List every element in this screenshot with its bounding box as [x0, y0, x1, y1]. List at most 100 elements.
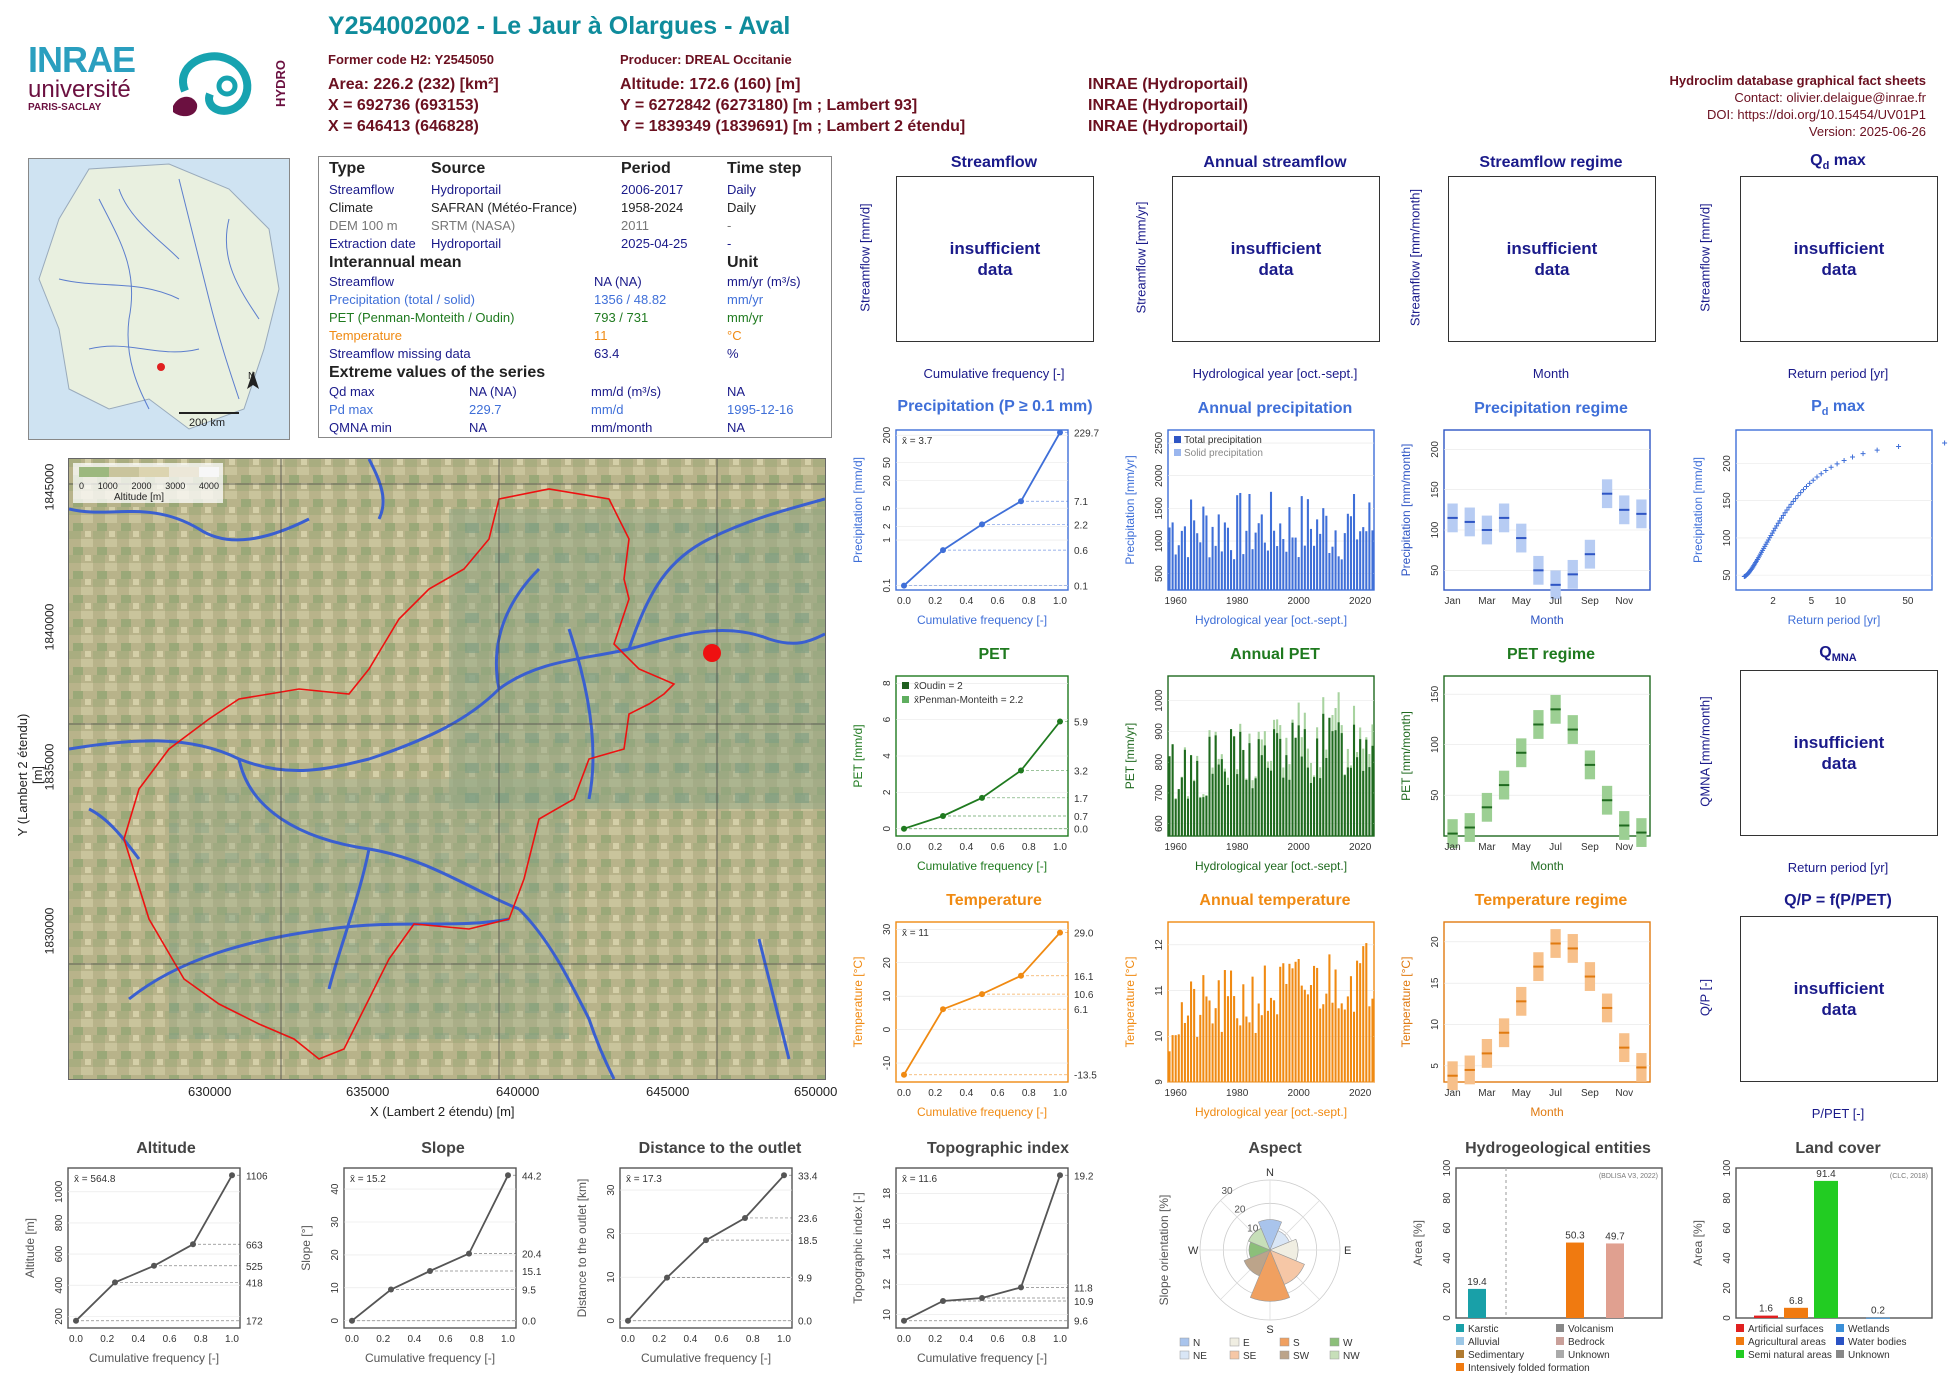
plot-qmna: insufficient data — [1740, 670, 1938, 836]
quantile-point — [625, 1317, 631, 1324]
annual-bar — [1220, 551, 1223, 590]
y-tick-label: 0.1 — [882, 578, 893, 592]
y-tick-label: 0 — [1442, 1315, 1453, 1321]
x-axis-label: Cumulative frequency [-] — [365, 1351, 495, 1365]
x-tick-label: 1.0 — [225, 1334, 239, 1345]
col-source: Source — [431, 160, 486, 177]
y-tick-label: 1000 — [1154, 529, 1165, 552]
annual-bar — [1263, 542, 1266, 590]
landcover-bar — [1814, 1180, 1838, 1318]
x-axis-label: Hydrological year [oct.-sept.] — [1195, 859, 1347, 873]
annual-bar — [1294, 737, 1297, 836]
annual-bar — [1248, 1022, 1251, 1082]
quantile-point — [901, 1317, 907, 1324]
annual-bar — [1300, 985, 1303, 1082]
pd-max-point — [1786, 504, 1792, 510]
mean-row-streamflow: Streamflow NA (NA) mm/yr (m³/s) — [329, 274, 801, 289]
x-tick-label: 0.4 — [959, 842, 973, 853]
france-map-icon — [38, 163, 280, 430]
doi[interactable]: DOI: https://doi.org/10.15454/UV01P1 — [1707, 107, 1926, 122]
quantile-point — [664, 1274, 670, 1281]
annual-bar — [1303, 729, 1306, 836]
x-tick-label: 0.2 — [100, 1334, 114, 1345]
y-tick-label: 2 — [882, 789, 893, 795]
annual-bar — [1229, 729, 1233, 836]
quantile-value-label: 418 — [246, 1278, 263, 1289]
quantile-value-label: 9.5 — [522, 1285, 536, 1296]
annual-bar — [1174, 554, 1177, 590]
legend-swatch-nw — [1329, 1350, 1340, 1360]
y-tick-label: 200 — [1430, 441, 1441, 458]
annual-bar — [1362, 946, 1365, 1082]
y-tick-label: 100 — [1442, 1159, 1453, 1176]
y-tick-label: 20 — [1442, 1282, 1453, 1294]
contact[interactable]: Contact: olivier.delaigue@inrae.fr — [1734, 90, 1926, 105]
quantile-value-label: 9.9 — [798, 1274, 812, 1285]
panel-title-pd-max: Pd max — [1811, 398, 1865, 419]
former-code: Former code H2: Y2545050 — [328, 52, 494, 67]
x-tick-label: 1.0 — [501, 1334, 515, 1345]
x-tick-label: Nov — [1615, 1088, 1633, 1099]
y-tick-label: 40 — [330, 1183, 341, 1195]
x-tick-label: 2000 — [1288, 1088, 1311, 1099]
annual-bar — [1193, 781, 1196, 836]
annual-bar — [1352, 494, 1356, 590]
legend-swatch-n — [1179, 1337, 1190, 1347]
y-tick-label: 400 — [54, 1276, 65, 1293]
annual-bar — [1309, 528, 1313, 590]
annual-bar — [1328, 717, 1331, 836]
panel-title-streamflow-regime: Streamflow regime — [1479, 154, 1623, 171]
interannual-title: Interannual mean — [329, 254, 462, 271]
y-axis-label: PET [mm/month] — [1399, 711, 1413, 801]
compass-w: W — [1188, 1245, 1199, 1257]
x-tick-label: 0.0 — [897, 596, 911, 607]
area: Area: 226.2 (232) [km²] — [328, 76, 499, 93]
chart-annual-precip: Precipitation [mm/yr] Hydrological year [… — [1123, 429, 1375, 627]
quantile-value-label: 11.8 — [1074, 1283, 1093, 1294]
annual-bar — [1337, 1008, 1340, 1082]
y-tick-label: 30 — [606, 1184, 617, 1196]
ylabel-qp: Q/P [-] — [1697, 978, 1713, 1017]
pd-max-point — [1803, 484, 1809, 490]
annual-bar — [1356, 960, 1359, 1082]
annual-bar — [1282, 963, 1285, 1082]
annual-bar — [1263, 965, 1266, 1082]
y-tick-label: 60 — [1442, 1222, 1453, 1234]
annual-bar — [1343, 1009, 1346, 1082]
mean-label: x̄ = 15.2 — [350, 1174, 386, 1185]
pd-max-point — [1795, 493, 1801, 499]
y-tick-label: 9 — [1154, 1079, 1165, 1085]
annual-bar — [1245, 1016, 1248, 1082]
xlabel-qd-max: Return period [yr] — [1787, 366, 1889, 381]
pd-max-point — [1860, 451, 1866, 457]
chart-landcover: Area [%] 0 20 40 60 80 100 (CLC, 2018) 1.6 6.8 91.… — [1691, 1159, 1933, 1361]
x-tick-label: 5 — [1809, 596, 1815, 607]
annual-bar — [1239, 1025, 1242, 1082]
x-tick-label: 0.2 — [928, 1334, 942, 1345]
annual-bar — [1199, 542, 1202, 590]
y-tick-label: 100 — [1722, 1159, 1733, 1176]
logo-inrae: INRAE université PARIS-SACLAY — [28, 42, 148, 120]
basin-map: 0 1000 2000 3000 4000 Altitude [m] — [68, 458, 826, 1080]
x-tick-label: 1.0 — [777, 1334, 791, 1345]
quantile-value-label: 0.0 — [798, 1317, 812, 1328]
annual-bar — [1226, 996, 1229, 1082]
legend-label-nw: NW — [1343, 1351, 1360, 1362]
chart-temp-regime: Temperature [°C] Month 5 10 15 20 Jan Mar May Jul… — [1399, 921, 1651, 1119]
x-tick-label: 1960 — [1165, 1088, 1188, 1099]
basin-x-tick-0: 630000 — [188, 1084, 232, 1099]
annual-bar — [1205, 795, 1208, 836]
basin-y-tick-3: 1830000 — [42, 907, 57, 955]
y-tick-label: 10 — [1154, 1030, 1165, 1042]
annual-bar — [1202, 506, 1205, 590]
legend-swatch — [1736, 1337, 1744, 1345]
y-tick-label: 10 — [1430, 1018, 1441, 1030]
x-tick-label: 0.0 — [345, 1334, 359, 1345]
quantile-point — [1018, 972, 1024, 979]
annual-bar — [1208, 736, 1211, 836]
y-tick-label: 5 — [1430, 1063, 1441, 1069]
annual-bar — [1365, 943, 1368, 1082]
annual-bar — [1242, 554, 1245, 590]
pd-max-point — [1777, 518, 1783, 524]
annual-bar — [1205, 996, 1208, 1082]
